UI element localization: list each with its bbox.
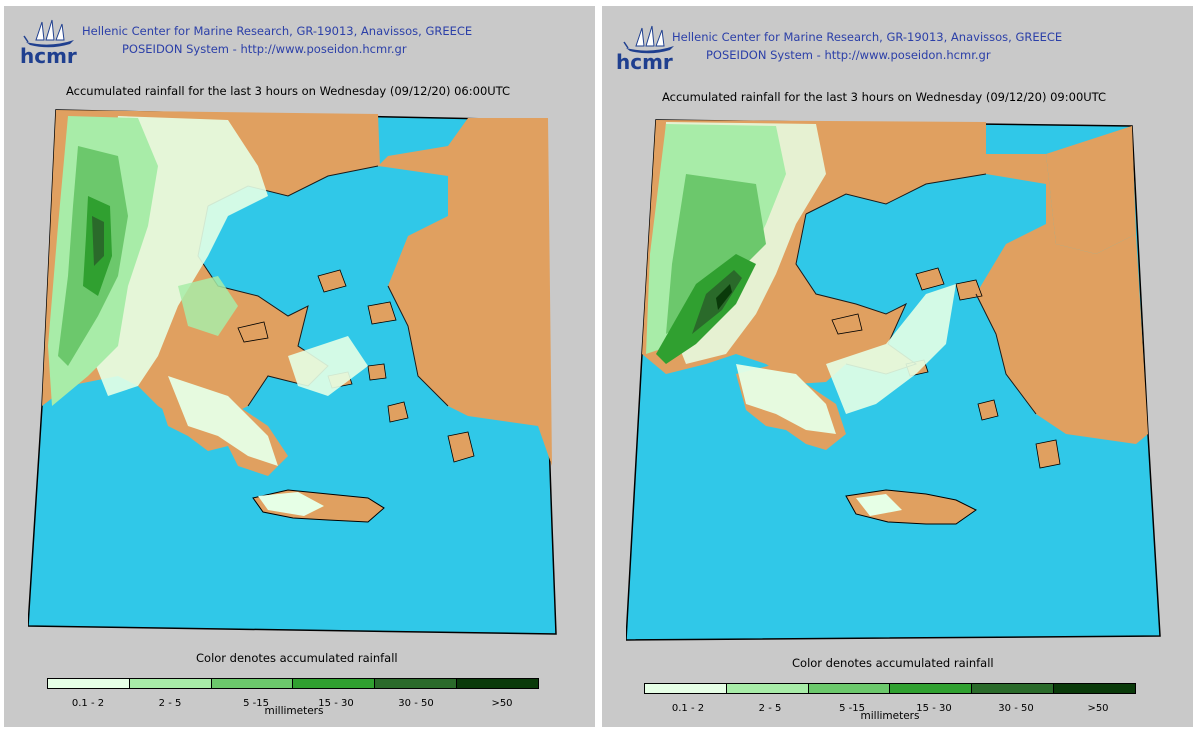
- legend-caption: Color denotes accumulated rainfall: [196, 651, 398, 665]
- legend-label: 2 - 5: [758, 703, 782, 714]
- header-org-line: Hellenic Center for Marine Research, GR-…: [672, 30, 1063, 44]
- hcmr-logo-text: hcmr: [20, 44, 77, 68]
- rainfall-map: [626, 119, 1161, 641]
- legend-label: 0.1 - 2: [671, 703, 705, 714]
- header-system-line: POSEIDON System - http://www.poseidon.hc…: [122, 42, 407, 56]
- legend-swatch-0: [645, 684, 727, 693]
- header-system-line: POSEIDON System - http://www.poseidon.hc…: [706, 48, 991, 62]
- legend-swatch-3: [293, 679, 376, 688]
- legend-label: 15 - 30: [318, 698, 354, 709]
- legend-color-bar: [644, 683, 1136, 694]
- legend-label: 0.1 - 2: [71, 698, 105, 709]
- legend-swatch-2: [808, 684, 891, 693]
- map-title: Accumulated rainfall for the last 3 hour…: [66, 84, 511, 98]
- legend-swatch-1: [129, 679, 212, 688]
- legend-swatch-0: [48, 679, 130, 688]
- legend-swatch-5: [1054, 684, 1135, 693]
- legend-label: 30 - 50: [398, 698, 434, 709]
- legend-units: millimeters: [264, 705, 324, 717]
- legend-swatch-3: [890, 684, 973, 693]
- rainfall-map: [28, 109, 557, 635]
- legend-swatch-5: [457, 679, 538, 688]
- map-panel-0900utc: hcmr Hellenic Center for Marine Research…: [602, 6, 1193, 727]
- legend-color-bar: [47, 678, 539, 689]
- legend-label: 5 -15: [839, 703, 865, 714]
- legend-label: >50: [491, 698, 513, 709]
- legend-caption: Color denotes accumulated rainfall: [792, 656, 994, 670]
- legend-label: >50: [1087, 703, 1109, 714]
- map-panel-0600utc: hcmr Hellenic Center for Marine Research…: [4, 6, 595, 727]
- legend-swatch-4: [375, 679, 458, 688]
- legend-label: 15 - 30: [916, 703, 952, 714]
- map-title: Accumulated rainfall for the last 3 hour…: [662, 90, 1107, 104]
- legend-swatch-1: [726, 684, 809, 693]
- legend-swatch-2: [211, 679, 294, 688]
- legend-units: millimeters: [860, 710, 920, 722]
- hcmr-ship-logo-icon: [23, 19, 74, 48]
- legend-label: 30 - 50: [998, 703, 1034, 714]
- legend-label: 2 - 5: [158, 698, 182, 709]
- hcmr-logo-text: hcmr: [616, 50, 673, 74]
- hcmr-ship-logo-icon: [623, 25, 674, 54]
- legend-label: 5 -15: [243, 698, 269, 709]
- legend-swatch-4: [972, 684, 1055, 693]
- header-org-line: Hellenic Center for Marine Research, GR-…: [82, 24, 473, 38]
